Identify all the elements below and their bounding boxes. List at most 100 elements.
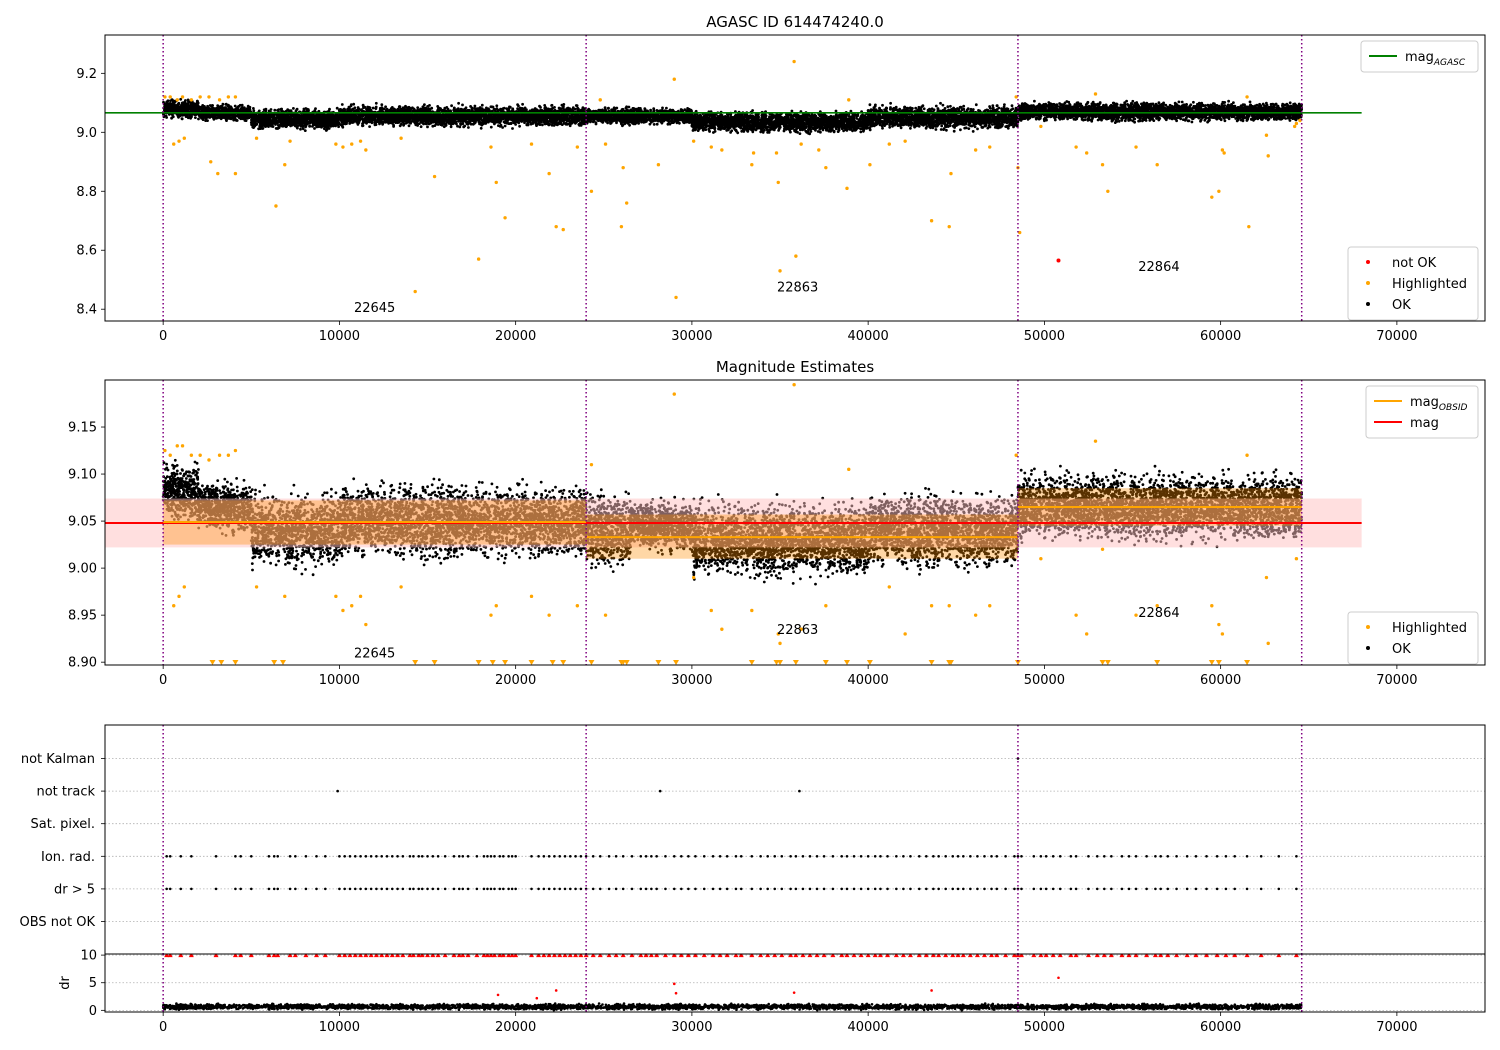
data-point-ok bbox=[540, 109, 543, 112]
data-point-ok bbox=[576, 106, 580, 110]
data-point-ok bbox=[197, 106, 201, 110]
data-point-ok bbox=[308, 117, 312, 121]
data-point-ok bbox=[401, 115, 405, 119]
data-point-ok bbox=[313, 114, 316, 118]
data-point-ok bbox=[197, 117, 200, 121]
data-point-ok bbox=[252, 107, 255, 110]
data-point-ok bbox=[220, 115, 224, 119]
data-point-ok bbox=[422, 122, 425, 126]
data-point-ok bbox=[548, 108, 551, 112]
data-point-ok bbox=[234, 118, 238, 122]
x-tick-label: 20000 bbox=[495, 329, 536, 344]
data-point-ok bbox=[503, 124, 507, 128]
data-point-ok bbox=[580, 117, 584, 120]
data-point-ok bbox=[537, 122, 541, 125]
data-point-ok bbox=[392, 123, 395, 127]
data-point-ok bbox=[233, 109, 237, 112]
data-point-ok bbox=[384, 105, 387, 109]
data-point-ok bbox=[462, 125, 466, 129]
data-point-ok bbox=[166, 99, 170, 103]
data-point-ok bbox=[513, 120, 517, 124]
data-point-ok bbox=[488, 109, 491, 112]
data-point-ok bbox=[441, 113, 445, 117]
data-point-ok bbox=[360, 117, 364, 121]
data-point-ok bbox=[535, 109, 539, 113]
data-point-ok bbox=[170, 103, 174, 106]
data-point-ok bbox=[407, 124, 411, 128]
data-point-ok bbox=[304, 107, 308, 110]
data-point-ok bbox=[476, 117, 480, 121]
data-point-ok bbox=[248, 108, 252, 112]
data-point-ok bbox=[479, 126, 483, 130]
data-point-ok bbox=[398, 105, 402, 109]
data-point-ok bbox=[545, 120, 549, 124]
data-point-ok bbox=[530, 117, 533, 121]
data-point-ok bbox=[275, 113, 279, 117]
data-point-ok bbox=[366, 120, 369, 124]
data-point-ok bbox=[183, 102, 186, 106]
data-point-ok bbox=[170, 98, 174, 101]
data-point-ok bbox=[558, 120, 561, 124]
data-point-ok bbox=[573, 114, 577, 118]
x-tick-label: 60000 bbox=[1200, 329, 1241, 344]
data-point-ok bbox=[535, 124, 538, 127]
data-point-ok bbox=[279, 113, 282, 117]
data-point-ok bbox=[482, 114, 486, 118]
data-point-ok bbox=[450, 104, 453, 108]
y-tick-label: 8.8 bbox=[76, 185, 97, 200]
data-point-ok bbox=[568, 115, 572, 119]
data-point-ok bbox=[398, 124, 402, 128]
data-point-ok bbox=[374, 105, 378, 109]
data-point-ok bbox=[270, 115, 274, 119]
data-point-ok bbox=[362, 106, 365, 110]
chart-title: AGASC ID 614474240.0 bbox=[706, 13, 884, 31]
data-point-ok bbox=[343, 108, 346, 112]
data-point-ok bbox=[361, 124, 364, 128]
data-point-ok bbox=[408, 106, 412, 110]
data-point-ok bbox=[402, 119, 405, 123]
data-point-ok bbox=[523, 106, 527, 110]
data-point-ok bbox=[526, 118, 529, 122]
data-point-ok bbox=[368, 125, 371, 128]
data-point-ok bbox=[547, 115, 551, 119]
data-point-ok bbox=[506, 121, 509, 124]
data-point-ok bbox=[489, 125, 493, 129]
data-point-ok bbox=[498, 121, 502, 125]
data-point-ok bbox=[227, 113, 231, 117]
data-point-ok bbox=[357, 107, 361, 111]
data-point-ok bbox=[357, 116, 361, 120]
data-point-ok bbox=[361, 103, 365, 107]
data-point-ok bbox=[655, 122, 659, 126]
data-point-ok bbox=[344, 116, 348, 120]
data-point-ok bbox=[458, 116, 462, 120]
data-point-ok bbox=[313, 127, 316, 130]
data-point-ok bbox=[239, 114, 243, 117]
data-point-ok bbox=[489, 119, 493, 122]
data-point-ok bbox=[427, 107, 431, 110]
data-point-ok bbox=[489, 105, 493, 109]
data-point-ok bbox=[316, 116, 320, 119]
data-point-ok bbox=[298, 123, 301, 127]
data-point-ok bbox=[244, 109, 248, 113]
data-point-ok bbox=[421, 105, 425, 109]
data-point-ok bbox=[303, 123, 307, 127]
x-tick-label: 30000 bbox=[671, 329, 712, 344]
data-point-ok bbox=[397, 117, 401, 120]
data-point-ok bbox=[447, 120, 451, 123]
data-point-ok bbox=[522, 116, 526, 120]
data-point-ok bbox=[405, 118, 408, 122]
data-point-ok bbox=[402, 122, 406, 126]
data-point-ok bbox=[430, 116, 434, 119]
data-point-ok bbox=[188, 113, 192, 117]
data-point-ok bbox=[502, 106, 506, 110]
data-point-ok bbox=[429, 120, 433, 124]
data-point-ok bbox=[315, 122, 318, 126]
data-point-ok bbox=[457, 119, 461, 122]
data-point-ok bbox=[352, 102, 356, 106]
data-point-ok bbox=[330, 122, 334, 126]
data-point-ok bbox=[380, 115, 384, 118]
data-point-ok bbox=[308, 124, 311, 128]
data-point-ok bbox=[464, 109, 468, 112]
data-point-ok bbox=[405, 114, 408, 117]
data-point-ok bbox=[244, 119, 248, 122]
